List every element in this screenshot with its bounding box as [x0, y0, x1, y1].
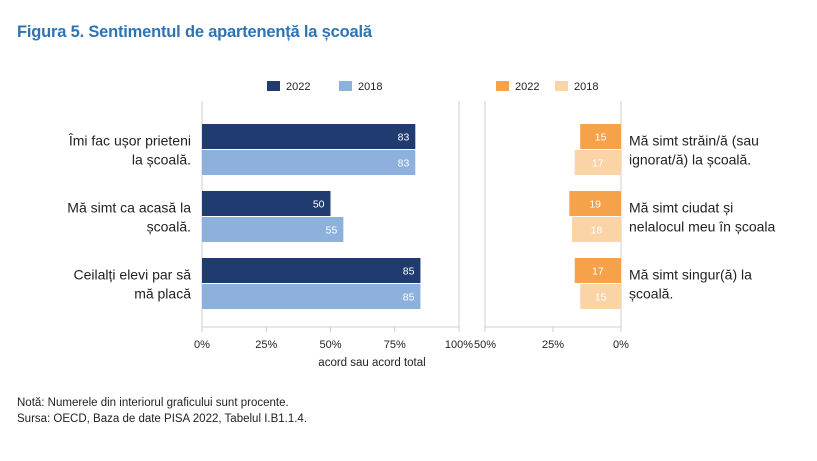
bar-value-label: 15 [595, 132, 607, 144]
bar-value-label: 85 [403, 266, 415, 278]
x-tick-label: 0% [194, 339, 210, 351]
bar-value-label: 50 [313, 199, 325, 211]
bar-2018 [572, 217, 621, 242]
footnote: Notă: Numerele din interiorul graficului… [17, 397, 289, 409]
bar-2022 [202, 258, 421, 283]
x-tick-label: 100% [445, 339, 473, 351]
x-tick-label: 0% [613, 339, 629, 351]
category-label: mă placă [134, 286, 191, 302]
bar-2022 [202, 124, 416, 149]
bar-value-label: 15 [595, 292, 607, 304]
category-label: Mă simt străin/ă (sau [629, 133, 759, 149]
figure-title: Figura 5. Sentimentul de apartenență la … [17, 23, 372, 41]
x-tick-label: 75% [384, 339, 406, 351]
bar-2018 [580, 284, 621, 309]
x-tick-label: 25% [255, 339, 277, 351]
category-label: Ceilalți elevi par să [74, 267, 192, 283]
category-label: Mă simt singur(ă) la [629, 267, 752, 283]
bar-2022 [580, 124, 621, 149]
legend-label-2018: 2018 [574, 81, 598, 93]
x-tick-label: 50% [474, 339, 496, 351]
bar-2018 [574, 150, 621, 175]
bar-value-label: 83 [398, 158, 410, 170]
x-tick-label: 50% [319, 339, 341, 351]
bar-2018 [202, 217, 344, 242]
category-label: școală. [147, 219, 191, 235]
x-tick-label: 25% [542, 339, 564, 351]
legend-label-2022: 2022 [515, 81, 539, 93]
left-chart-panel: 0% 25% 50% 75% 100% acord sau acord total 2022… [67, 81, 473, 369]
bar-2022 [202, 191, 331, 216]
bar-2022 [574, 258, 621, 283]
bar-value-label: 17 [592, 266, 604, 278]
bar-value-label: 18 [591, 225, 603, 237]
legend-swatch-2018 [555, 81, 568, 91]
category-label: la școală. [132, 152, 191, 168]
legend-label-2022: 2022 [286, 81, 310, 93]
bar-2022 [569, 191, 621, 216]
legend-swatch-2018 [339, 81, 352, 91]
legend-swatch-2022 [267, 81, 280, 91]
category-label: ignorat/ă) la școală. [629, 152, 751, 168]
category-label: Mă simt ca acasă la [67, 200, 191, 216]
category-label: Mă simt ciudat și [629, 200, 733, 216]
category-label: nelalocul meu în școala [629, 219, 776, 235]
right-chart-panel: 50% 25% 0% 2022 2018 15 17 Mă simt străin/ă (sa… [474, 81, 776, 351]
legend-label-2018: 2018 [358, 81, 382, 93]
x-axis-title: acord sau acord total [318, 357, 425, 369]
legend-swatch-2022 [496, 81, 509, 91]
bar-value-label: 85 [403, 292, 415, 304]
category-label: Îmi fac ușor prieteni [68, 133, 191, 149]
bar-2018 [202, 284, 421, 309]
bar-2018 [202, 150, 416, 175]
bar-value-label: 17 [592, 158, 604, 170]
bar-value-label: 55 [326, 225, 338, 237]
bar-value-label: 83 [398, 132, 410, 144]
source-note: Sursa: OECD, Baza de date PISA 2022, Tab… [17, 413, 308, 425]
bar-value-label: 19 [589, 199, 601, 211]
category-label: școală. [629, 286, 673, 302]
